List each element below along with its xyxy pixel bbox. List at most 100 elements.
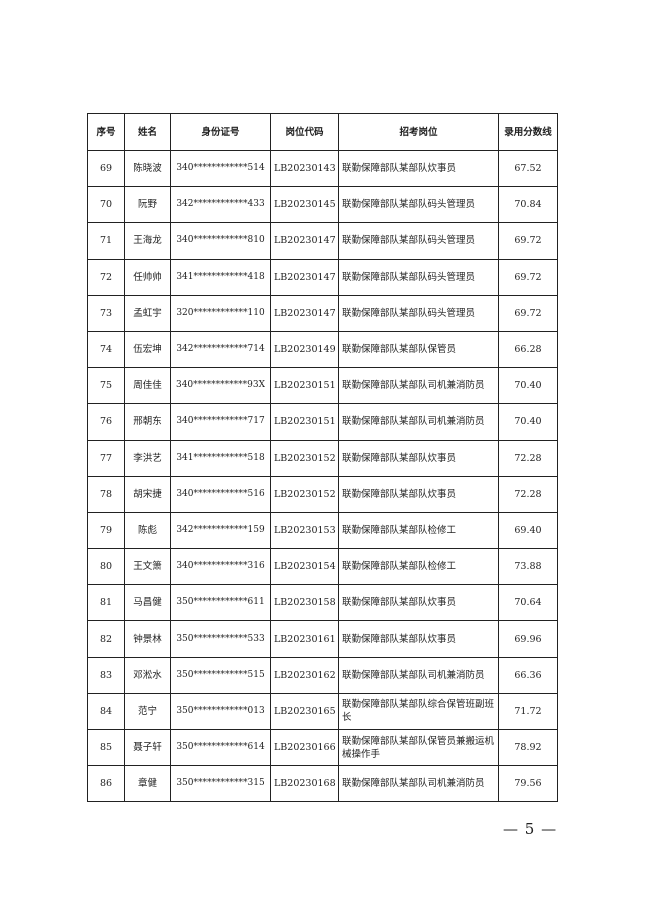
cell-score: 70.64 bbox=[498, 584, 558, 622]
table-row: 84 范宁 350************013 LB20230165 联勤保障部队某部… bbox=[87, 692, 558, 731]
cell-position-code: LB20230151 bbox=[270, 367, 339, 405]
table-row: 71 王海龙 340************810 LB20230147 联勤保障部队某… bbox=[87, 222, 558, 260]
cell-index: 82 bbox=[87, 620, 125, 658]
cell-score: 66.28 bbox=[498, 330, 558, 369]
cell-name: 王文箫 bbox=[124, 548, 171, 586]
cell-id-number: 342************714 bbox=[170, 330, 271, 369]
header-position: 招考岗位 bbox=[338, 113, 499, 151]
cell-position-code: LB20230152 bbox=[270, 439, 339, 477]
cell-name: 王海龙 bbox=[124, 222, 171, 260]
cell-score: 72.28 bbox=[498, 439, 558, 477]
cell-position-code: LB20230153 bbox=[270, 511, 339, 550]
cell-id-number: 340************93X bbox=[170, 367, 271, 405]
cell-position-code: LB20230147 bbox=[270, 294, 339, 332]
cell-position: 联勤保障部队某部队炊事员 bbox=[338, 620, 499, 658]
table-row: 76 邢朝东 340************717 LB20230151 联勤保障部队某… bbox=[87, 403, 558, 441]
cell-id-number: 340************514 bbox=[170, 149, 271, 188]
cell-position-code: LB20230161 bbox=[270, 620, 339, 658]
header-id-number: 身份证号 bbox=[170, 113, 271, 151]
cell-index: 77 bbox=[87, 439, 125, 477]
cell-id-number: 350************515 bbox=[170, 656, 271, 694]
cell-position: 联勤保障部队某部队码头管理员 bbox=[338, 222, 499, 260]
table-row: 80 王文箫 340************316 LB20230154 联勤保障部队某… bbox=[87, 548, 558, 586]
cell-id-number: 340************810 bbox=[170, 222, 271, 260]
cell-name: 任帅帅 bbox=[124, 258, 171, 296]
cell-position-code: LB20230147 bbox=[270, 222, 339, 260]
cell-id-number: 340************316 bbox=[170, 548, 271, 586]
cell-position-code: LB20230143 bbox=[270, 149, 339, 188]
cell-position-code: LB20230147 bbox=[270, 258, 339, 296]
cell-index: 83 bbox=[87, 656, 125, 694]
table-row: 69 陈晓波 340************514 LB20230143 联勤保障部队某… bbox=[87, 149, 558, 188]
cell-name: 邓淞水 bbox=[124, 656, 171, 694]
table-row: 73 孟虹宇 320************110 LB20230147 联勤保障部队某… bbox=[87, 294, 558, 332]
cell-position: 联勤保障部队某部队码头管理员 bbox=[338, 294, 499, 332]
cell-name: 马昌健 bbox=[124, 584, 171, 622]
cell-score: 66.36 bbox=[498, 656, 558, 694]
cell-index: 84 bbox=[87, 692, 125, 731]
cell-score: 73.88 bbox=[498, 548, 558, 586]
cell-position: 联勤保障部队某部队炊事员 bbox=[338, 439, 499, 477]
cell-position-code: LB20230154 bbox=[270, 548, 339, 586]
cell-id-number: 350************614 bbox=[170, 728, 271, 767]
cell-position-code: LB20230168 bbox=[270, 765, 339, 803]
cell-index: 76 bbox=[87, 403, 125, 441]
cell-id-number: 342************433 bbox=[170, 186, 271, 224]
cell-index: 70 bbox=[87, 186, 125, 224]
cell-position: 联勤保障部队某部队检修工 bbox=[338, 511, 499, 550]
cell-name: 胡宋捷 bbox=[124, 475, 171, 513]
cell-position-code: LB20230158 bbox=[270, 584, 339, 622]
cell-index: 85 bbox=[87, 728, 125, 767]
cell-position: 联勤保障部队某部队炊事员 bbox=[338, 149, 499, 188]
cell-name: 范宁 bbox=[124, 692, 171, 731]
cell-position: 联勤保障部队某部队码头管理员 bbox=[338, 258, 499, 296]
cell-index: 71 bbox=[87, 222, 125, 260]
cell-score: 69.96 bbox=[498, 620, 558, 658]
cell-score: 71.72 bbox=[498, 692, 558, 731]
cell-id-number: 340************516 bbox=[170, 475, 271, 513]
cell-position-code: LB20230149 bbox=[270, 330, 339, 369]
cell-name: 伍宏坤 bbox=[124, 330, 171, 369]
cell-name: 邢朝东 bbox=[124, 403, 171, 441]
cell-score: 69.72 bbox=[498, 222, 558, 260]
cell-index: 74 bbox=[87, 330, 125, 369]
cell-index: 72 bbox=[87, 258, 125, 296]
cell-position: 联勤保障部队某部队司机兼消防员 bbox=[338, 765, 499, 803]
header-position-code: 岗位代码 bbox=[270, 113, 339, 151]
table-header-row: 序号 姓名 身份证号 岗位代码 招考岗位 录用分数线 bbox=[87, 113, 558, 151]
cell-position: 联勤保障部队某部队码头管理员 bbox=[338, 186, 499, 224]
cell-position: 联勤保障部队某部队司机兼消防员 bbox=[338, 403, 499, 441]
cell-index: 81 bbox=[87, 584, 125, 622]
table-row: 81 马昌健 350************611 LB20230158 联勤保障部队某… bbox=[87, 584, 558, 622]
cell-name: 聂子轩 bbox=[124, 728, 171, 767]
header-name: 姓名 bbox=[124, 113, 171, 151]
cell-name: 李洪艺 bbox=[124, 439, 171, 477]
cell-score: 69.72 bbox=[498, 258, 558, 296]
cell-name: 陈彪 bbox=[124, 511, 171, 550]
cell-position: 联勤保障部队某部队保管员兼搬运机械操作手 bbox=[338, 728, 499, 767]
cell-position-code: LB20230166 bbox=[270, 728, 339, 767]
cell-position: 联勤保障部队某部队司机兼消防员 bbox=[338, 367, 499, 405]
table-row: 85 聂子轩 350************614 LB20230166 联勤保障部队某… bbox=[87, 728, 558, 767]
table-row: 82 钟景林 350************533 LB20230161 联勤保障部队某… bbox=[87, 620, 558, 658]
table-row: 74 伍宏坤 342************714 LB20230149 联勤保障部队某… bbox=[87, 330, 558, 369]
table-row: 72 任帅帅 341************418 LB20230147 联勤保障部队某… bbox=[87, 258, 558, 296]
table-row: 83 邓淞水 350************515 LB20230162 联勤保障部队某… bbox=[87, 656, 558, 694]
cell-score: 70.40 bbox=[498, 367, 558, 405]
cell-score: 72.28 bbox=[498, 475, 558, 513]
cell-name: 章健 bbox=[124, 765, 171, 803]
header-score: 录用分数线 bbox=[498, 113, 558, 151]
cell-name: 孟虹宇 bbox=[124, 294, 171, 332]
cell-id-number: 320************110 bbox=[170, 294, 271, 332]
cell-position: 联勤保障部队某部队炊事员 bbox=[338, 584, 499, 622]
cell-name: 钟景林 bbox=[124, 620, 171, 658]
cell-id-number: 350************315 bbox=[170, 765, 271, 803]
cell-position-code: LB20230162 bbox=[270, 656, 339, 694]
cell-position: 联勤保障部队某部队检修工 bbox=[338, 548, 499, 586]
cell-name: 周佳佳 bbox=[124, 367, 171, 405]
cell-position-code: LB20230145 bbox=[270, 186, 339, 224]
cell-score: 70.40 bbox=[498, 403, 558, 441]
cell-score: 67.52 bbox=[498, 149, 558, 188]
cell-index: 75 bbox=[87, 367, 125, 405]
table-row: 79 陈彪 342************159 LB20230153 联勤保障部队某部… bbox=[87, 511, 558, 550]
